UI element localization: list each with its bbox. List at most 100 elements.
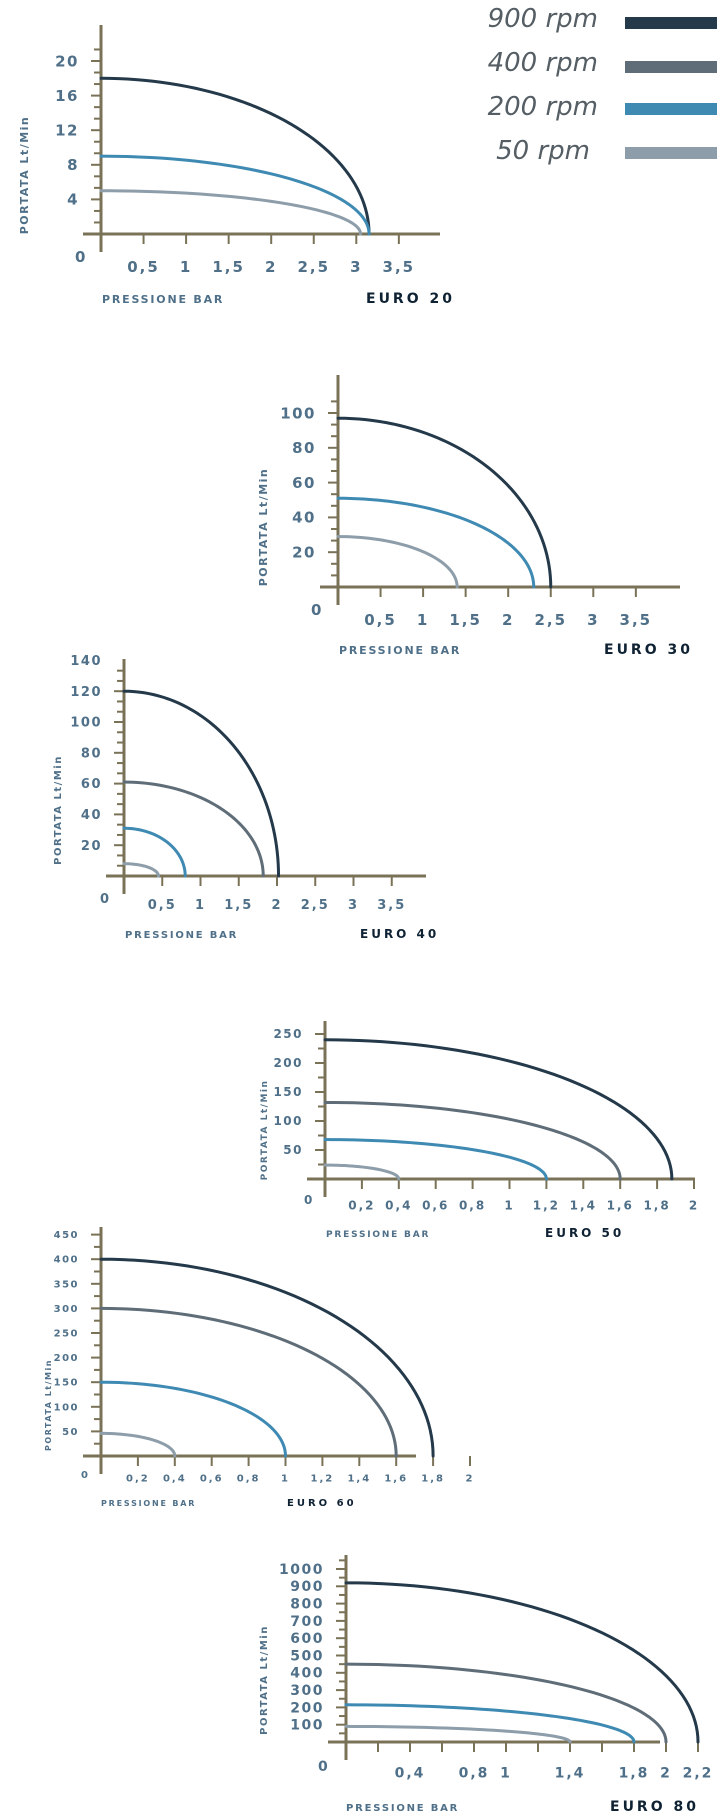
x-tick-label: 0,4: [163, 1473, 187, 1484]
x-tick-label: 0,8: [459, 1765, 490, 1781]
x-tick-label: 0,4: [385, 1198, 412, 1212]
y-tick-label: 600: [290, 1631, 324, 1647]
series-curve-50-rpm: [99, 1431, 177, 1458]
x-tick-label: 1: [180, 258, 192, 276]
y-tick-label: 50: [62, 1427, 79, 1438]
x-tick-label: 1,6: [607, 1198, 634, 1212]
series-curve-50-rpm: [99, 189, 363, 236]
x-tick-label: 2: [502, 611, 514, 629]
x-tick-label: 0,5: [364, 611, 397, 629]
y-tick-label: 100: [290, 1718, 324, 1734]
y-tick-label: 100: [280, 404, 316, 422]
x-tick-label: 3,5: [620, 611, 653, 629]
y-tick-label: 60: [292, 474, 316, 492]
x-axis-label: PRESSIONE BAR: [339, 644, 461, 657]
x-tick-label: 1,5: [224, 898, 253, 913]
x-tick-label: 2,5: [534, 611, 567, 629]
y-tick-label: 8: [67, 156, 79, 174]
y-tick-label: 900: [290, 1579, 324, 1595]
x-tick-label: 2,5: [301, 898, 330, 913]
x-tick-label: 1,2: [311, 1473, 335, 1484]
chart-title: EURO 60: [287, 1498, 357, 1509]
x-tick-label: 0,2: [126, 1473, 150, 1484]
x-tick-label: 2: [660, 1765, 672, 1781]
y-tick-label: 20: [292, 543, 316, 561]
y-tick-label: 16: [55, 87, 79, 105]
series-curve-50-rpm: [122, 862, 160, 878]
y-axis-label: PORTATA Lt/Min: [44, 1359, 53, 1451]
y-tick-label: 200: [273, 1056, 303, 1070]
x-tick-label: 1,2: [533, 1198, 560, 1212]
series-curve-200-rpm: [323, 1138, 548, 1181]
chart-title: EURO 20: [366, 291, 455, 307]
y-tick-label: 400: [290, 1666, 324, 1682]
y-tick-label: 60: [81, 777, 102, 792]
y-tick-label: 250: [273, 1027, 303, 1041]
x-tick-label: 2: [271, 898, 282, 913]
series-curve-900-rpm: [122, 689, 281, 878]
x-tick-label: 2,5: [297, 258, 330, 276]
y-tick-label: 500: [290, 1648, 324, 1664]
y-tick-label: 200: [290, 1700, 324, 1716]
x-tick-label: 0,2: [348, 1198, 375, 1212]
series-curve-900-rpm: [323, 1038, 674, 1181]
series-curve-50-rpm: [336, 535, 459, 589]
series-curve-900-rpm: [99, 1257, 435, 1458]
y-axis-label: PORTATA Lt/Min: [53, 755, 64, 865]
chart-title: EURO 50: [545, 1226, 624, 1240]
series-curve-200-rpm: [99, 1380, 287, 1458]
origin-label: 0: [100, 892, 109, 907]
series-curve-900-rpm: [344, 1581, 700, 1744]
y-tick-label: 20: [81, 839, 102, 854]
y-tick-label: 80: [81, 746, 102, 761]
x-tick-label: 3: [350, 258, 362, 276]
x-tick-label: 1,5: [449, 611, 482, 629]
y-tick-label: 100: [70, 716, 102, 731]
y-tick-label: 40: [292, 509, 316, 527]
series-curve-50-rpm: [344, 1724, 572, 1744]
legend-swatch-900-rpm: [625, 17, 717, 29]
y-tick-label: 300: [290, 1683, 324, 1699]
x-tick-label: 1: [195, 898, 206, 913]
legend-swatch-200-rpm: [625, 103, 717, 115]
y-tick-label: 800: [290, 1597, 324, 1613]
legend-swatch-50-rpm: [625, 147, 717, 159]
x-tick-label: 2: [466, 1473, 475, 1484]
series-curve-200-rpm: [344, 1703, 636, 1744]
y-tick-label: 150: [54, 1378, 79, 1389]
y-tick-label: 350: [54, 1279, 79, 1290]
x-tick-label: 1,8: [421, 1473, 445, 1484]
y-tick-label: 4: [67, 191, 79, 209]
x-axis-label: PRESSIONE BAR: [101, 1499, 196, 1508]
chart-euro-60: 0,2 0,4 0,6 0,8 1 1,2 1,4 1,6 1,8 250100150200250…: [44, 1227, 475, 1509]
legend-label-900-rpm: 900 rpm: [487, 4, 598, 34]
y-tick-label: 1000: [279, 1562, 324, 1578]
x-tick-label: 3,5: [383, 258, 416, 276]
y-tick-label: 12: [55, 121, 79, 139]
x-tick-label: 0,8: [237, 1473, 261, 1484]
series-curve-200-rpm: [122, 826, 187, 878]
x-tick-label: 1,4: [347, 1473, 371, 1484]
x-tick-label: 3: [348, 898, 359, 913]
chart-euro-40: 0,5 1 1,5 2 2,5 3 3,5 20 40 60 80 100 120 140 0 PORTATA…: [53, 654, 436, 941]
chart-title: EURO 80: [610, 1799, 699, 1815]
y-tick-label: 300: [54, 1304, 79, 1315]
y-tick-label: 250: [54, 1329, 79, 1340]
x-tick-label: 1,8: [643, 1198, 670, 1212]
x-tick-label: 1: [500, 1765, 512, 1781]
x-tick-label: 1,5: [212, 258, 245, 276]
y-tick-label: 400: [54, 1255, 79, 1266]
x-axis-label: PRESSIONE BAR: [102, 293, 224, 306]
x-tick-label: 1,4: [570, 1198, 597, 1212]
series-curve-900-rpm: [336, 416, 553, 589]
x-tick-label: 1: [281, 1473, 290, 1484]
x-tick-label: 1,8: [619, 1765, 650, 1781]
origin-label: 0: [81, 1470, 88, 1481]
legend-label-200-rpm: 200 rpm: [487, 92, 598, 122]
y-tick-label: 450: [54, 1230, 79, 1241]
series-curve-400-rpm: [344, 1662, 668, 1744]
origin-label: 0: [304, 1193, 312, 1207]
x-tick-label: 0,8: [459, 1198, 486, 1212]
x-tick-label: 0,4: [395, 1765, 426, 1781]
